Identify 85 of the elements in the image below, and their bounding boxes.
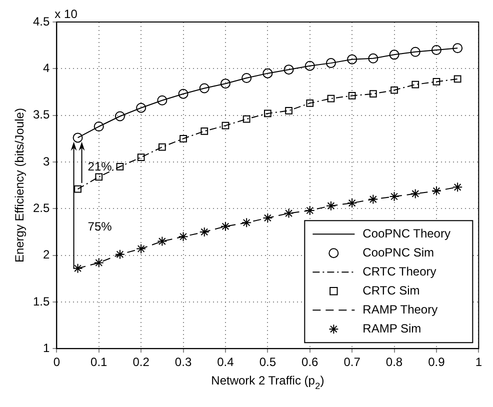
point (94, 122, 104, 132)
point (452, 182, 463, 192)
point (200, 127, 208, 135)
point (178, 232, 188, 242)
point (158, 143, 166, 151)
x-tick-label: 0.8 (386, 355, 403, 370)
point (222, 122, 230, 130)
x-tick-label: 0.4 (217, 355, 234, 370)
point (304, 60, 315, 71)
point (368, 194, 378, 204)
legend-label: CRTC Sim (362, 283, 420, 298)
point (220, 221, 230, 232)
point (114, 111, 125, 122)
point (431, 44, 442, 55)
point (304, 205, 315, 216)
point (306, 100, 314, 107)
point (157, 236, 168, 246)
point (390, 86, 398, 94)
point (199, 83, 210, 94)
point (431, 186, 442, 196)
point (410, 188, 420, 199)
x-tick-label: 0.2 (132, 355, 150, 370)
point (348, 92, 356, 100)
point (284, 64, 294, 75)
point (432, 78, 440, 86)
point (95, 173, 103, 181)
legend-label: RAMP Sim (362, 321, 422, 336)
point (264, 110, 272, 118)
x-tick-label: 0.6 (302, 355, 319, 370)
point (137, 154, 145, 161)
point (347, 198, 358, 208)
y-tick-label: 4.5 (32, 14, 50, 28)
x-tick-label: 0.3 (174, 355, 192, 370)
x-tick-label: 0 (53, 355, 60, 370)
x-tick-label: 0.1 (90, 355, 108, 370)
point (242, 115, 250, 123)
legend-label: CooPNC Sim (362, 245, 434, 260)
point (284, 208, 294, 218)
point (94, 258, 104, 268)
text: x 10 (54, 7, 78, 21)
point (389, 50, 400, 60)
y-tick-label: 4 (42, 60, 50, 75)
point (454, 75, 462, 83)
y-tick-label: 1.5 (32, 294, 50, 308)
point (410, 46, 420, 57)
annotation: 21% (88, 159, 112, 174)
y-axis-title: Energy Efficiency (bits/Joule) (12, 108, 26, 263)
point (180, 134, 187, 142)
point (326, 200, 336, 211)
point (285, 106, 292, 114)
point (368, 53, 378, 64)
point (347, 54, 358, 64)
legend-label: CooPNC Theory (362, 226, 450, 240)
legend-label: CRTC Theory (362, 264, 436, 278)
annotation: 75% (88, 219, 112, 234)
y-tick-label: 2 (42, 248, 50, 262)
point (452, 43, 463, 54)
y-tick-label: 3 (42, 154, 50, 168)
x-tick-label: 1 (475, 355, 482, 370)
point (74, 185, 82, 193)
point (242, 218, 252, 228)
point (72, 132, 83, 143)
x-tick-label: 0.5 (259, 355, 276, 370)
point (326, 58, 336, 68)
point (136, 102, 146, 113)
point (242, 72, 252, 83)
point (327, 94, 335, 102)
point (262, 68, 273, 78)
point (157, 95, 168, 106)
y-tick-label: 2.5 (32, 200, 50, 215)
y-tick-label: 3.5 (32, 108, 50, 122)
x-tick-label: 0.9 (428, 355, 446, 370)
point (114, 249, 125, 260)
legend-label: RAMP Theory (362, 302, 438, 316)
y-tick-label: 1 (42, 340, 50, 355)
point (199, 226, 210, 237)
point (136, 244, 146, 254)
point (178, 88, 188, 99)
point (262, 212, 273, 223)
point (389, 192, 400, 202)
point (220, 78, 230, 89)
point (369, 90, 377, 98)
x-tick-label: 0.7 (344, 355, 361, 370)
point (412, 80, 420, 88)
point (116, 162, 124, 170)
